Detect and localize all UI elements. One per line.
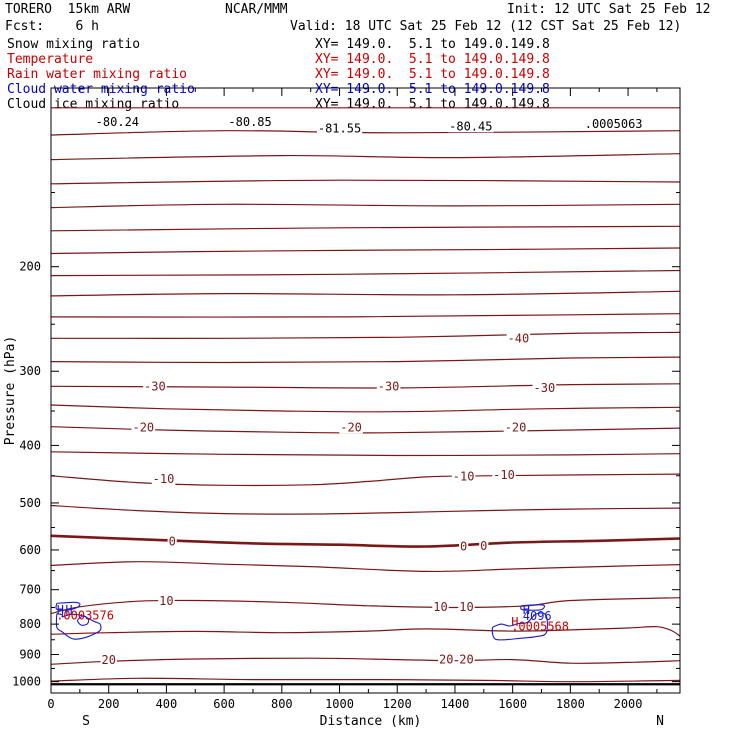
x-tick-label: 1600 xyxy=(498,697,527,711)
x-axis-label: Distance (km) xyxy=(320,714,422,729)
x-tick-label: 800 xyxy=(271,697,293,711)
temperature-contour-label: 0 xyxy=(460,539,467,553)
temperature-contour-m60 xyxy=(51,248,680,254)
extremum-label: -80.85 xyxy=(228,115,271,129)
temperature-contour-m40 xyxy=(51,332,680,338)
temperature-contour-label: -10 xyxy=(493,468,515,482)
temperature-contour-label: -10 xyxy=(453,469,475,483)
temperature-contour-label: -20 xyxy=(340,420,362,434)
x-tick-label: 400 xyxy=(156,697,178,711)
x-tick-label: 600 xyxy=(213,697,235,711)
y-tick-label: 900 xyxy=(19,647,41,661)
extremum-label: -80.24 xyxy=(96,115,139,129)
temperature-contour-20 xyxy=(51,658,680,664)
x-end-label-north: N xyxy=(656,714,664,729)
temperature-contour-m25 xyxy=(51,405,680,412)
temperature-contour-m70 xyxy=(51,204,680,207)
y-tick-label: 1000 xyxy=(12,675,41,689)
y-tick-label: 200 xyxy=(19,260,41,274)
y-tick-label: 300 xyxy=(19,364,41,378)
temperature-contour-25 xyxy=(51,678,680,681)
temperature-contour-15 xyxy=(51,627,680,636)
temperature-contour-label: 0 xyxy=(480,539,487,553)
y-tick-label: 600 xyxy=(19,543,41,557)
temperature-contour-m15 xyxy=(51,452,680,456)
temperature-contour-m50 xyxy=(51,291,680,296)
x-tick-label: 2000 xyxy=(614,697,643,711)
y-tick-label: 500 xyxy=(19,496,41,510)
extremum-label: -81.55 xyxy=(318,121,361,135)
extremum-annotation: .0005568 xyxy=(511,620,569,634)
temperature-contour-5 xyxy=(51,562,680,572)
temperature-contour-m45 xyxy=(51,314,680,317)
temperature-contour-m35 xyxy=(51,357,680,362)
temperature-contour-10 xyxy=(51,598,680,614)
temperature-contour-label: 20 xyxy=(101,653,115,667)
temperature-contour-label: -30 xyxy=(378,379,400,393)
temperature-contour-label: 10 xyxy=(433,600,447,614)
temperature-contour-m80 xyxy=(51,154,680,160)
temperature-contour-m55 xyxy=(51,271,680,276)
temperature-contour-m10 xyxy=(51,474,680,485)
temperature-contour-0 xyxy=(51,536,680,547)
extremum-label: .0005063 xyxy=(585,117,643,131)
temperature-contour-m65 xyxy=(51,226,680,231)
temperature-contour-label: 10 xyxy=(159,594,173,608)
x-tick-label: 1200 xyxy=(383,697,412,711)
y-tick-label: 800 xyxy=(19,617,41,631)
temperature-contour-label: 10 xyxy=(459,600,473,614)
temperature-contour-m85 xyxy=(51,131,680,135)
x-tick-label: 1400 xyxy=(440,697,469,711)
temperature-contour-label: -40 xyxy=(508,331,530,345)
temperature-contour-label: -20 xyxy=(132,420,154,434)
cross-section-chart: 20030040050060070080090010000 200 400 600 80… xyxy=(0,0,740,740)
temperature-contour-m5 xyxy=(51,506,680,515)
x-end-label-south: S xyxy=(82,714,90,729)
extremum-label: -80.45 xyxy=(449,119,492,133)
temperature-contour-label: -20 xyxy=(505,420,527,434)
x-tick-label: 200 xyxy=(98,697,120,711)
temperature-contour-label: -30 xyxy=(144,379,166,393)
temperature-contour-label: 20 xyxy=(459,652,473,666)
temperature-contour-label: 0 xyxy=(169,535,176,549)
extremum-annotation: .0003576 xyxy=(56,609,114,623)
temperature-contour-label: -10 xyxy=(153,472,175,486)
y-tick-label: 700 xyxy=(19,583,41,597)
x-tick-label: 0 xyxy=(47,697,54,711)
x-tick-label: 1800 xyxy=(556,697,585,711)
x-tick-label: 1000 xyxy=(325,697,354,711)
y-axis-label: Pressure (hPa) xyxy=(3,336,18,446)
temperature-contour-m75 xyxy=(51,180,680,184)
temperature-contour-label: 20 xyxy=(439,652,453,666)
y-tick-label: 400 xyxy=(19,438,41,452)
temperature-contour-label: -30 xyxy=(534,381,556,395)
